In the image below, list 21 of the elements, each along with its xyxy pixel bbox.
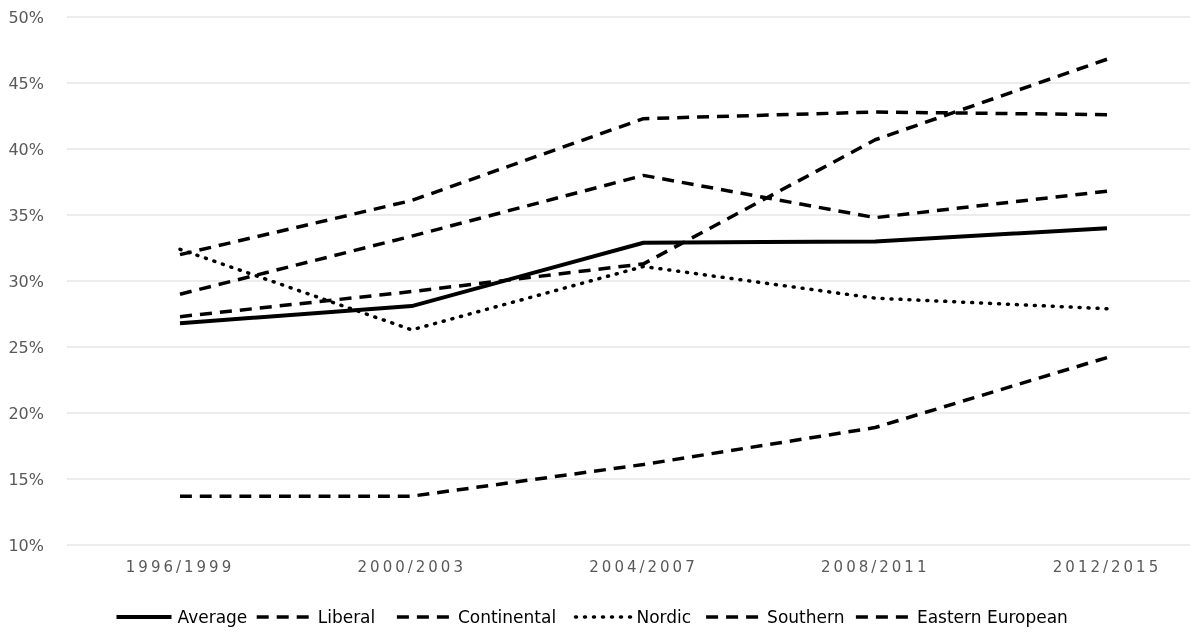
legend-label: Liberal bbox=[317, 606, 376, 627]
line-series bbox=[178, 355, 1109, 498]
x-tick-label: 2012/2015 bbox=[1052, 558, 1162, 576]
y-tick-label: 50% bbox=[8, 7, 44, 27]
legend-label: Southern bbox=[767, 606, 845, 627]
y-tick-label: 15% bbox=[8, 469, 44, 489]
y-tick-label: 40% bbox=[8, 139, 44, 159]
y-tick-label: 10% bbox=[8, 535, 44, 555]
y-tick-label: 45% bbox=[8, 73, 44, 93]
y-tick-label: 30% bbox=[8, 271, 44, 291]
y-tick-label: 20% bbox=[8, 403, 44, 423]
legend-label: Continental bbox=[457, 606, 557, 627]
legend-label: Average bbox=[177, 606, 248, 627]
y-tick-label: 25% bbox=[8, 337, 44, 357]
x-tick-label: 2004/2007 bbox=[589, 558, 698, 576]
x-tick-label: 2000/2003 bbox=[357, 558, 466, 576]
y-tick-label: 35% bbox=[8, 205, 44, 225]
legend-label: Eastern European bbox=[916, 606, 1068, 627]
x-tick-label: 2008/2011 bbox=[821, 558, 930, 576]
x-tick-label: 1996/1999 bbox=[125, 558, 235, 576]
legend-label: Nordic bbox=[636, 606, 692, 627]
